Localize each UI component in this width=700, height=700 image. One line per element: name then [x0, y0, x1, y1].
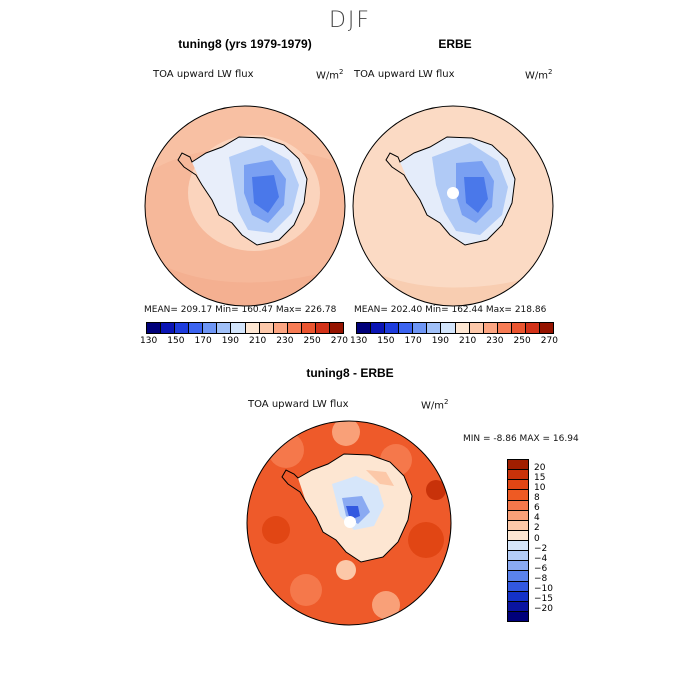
polar-map-model: [144, 105, 346, 307]
colorbar-diff-tick-label: 15: [534, 473, 546, 484]
panel-title-obs: ERBE: [438, 37, 472, 51]
colorbar-diff-tick-label: −20: [534, 603, 553, 614]
colorbar-diff-swatch: [508, 470, 528, 481]
colorbar-model-tick-label: 230: [276, 336, 294, 346]
colorbar-obs-swatch: [497, 323, 512, 333]
colorbar-diff-swatch: [508, 561, 528, 572]
stats-diff: MIN = -8.86 MAX = 16.94: [463, 434, 579, 444]
colorbar-obs-swatch: [525, 323, 541, 333]
colorbar-model-swatch: [217, 323, 232, 333]
colorbar-obs-swatch: [511, 323, 526, 333]
colorbar-model-swatch: [147, 323, 162, 333]
polar-map-obs: [352, 105, 554, 307]
colorbar-diff: [507, 459, 529, 622]
colorbar-obs-swatch: [441, 323, 456, 333]
colorbar-model-swatch: [161, 323, 176, 333]
colorbar-diff-swatch: [508, 571, 528, 582]
colorbar-diff-tick-label: 6: [534, 503, 540, 514]
colorbar-diff-tick-label: 20: [534, 463, 546, 474]
colorbar-diff-tick-label: −10: [534, 583, 553, 594]
colorbar-diff-swatch: [508, 601, 528, 612]
units-label-diff: W/m2: [421, 398, 449, 412]
colorbar-model-swatch: [231, 323, 246, 333]
colorbar-model-swatch: [259, 323, 274, 333]
figure-title: DJF: [328, 8, 372, 33]
colorbar-model-tick-label: 190: [221, 336, 239, 346]
colorbar-model-tick-label: 130: [140, 336, 158, 346]
colorbar-diff-tick-label: −15: [534, 593, 553, 604]
colorbar-model-tick-label: 170: [194, 336, 212, 346]
colorbar-obs-swatch: [357, 323, 372, 333]
panel-title-model: tuning8 (yrs 1979-1979): [178, 37, 312, 51]
colorbar-model-tick-label: 270: [330, 336, 348, 346]
colorbar-obs-tick-label: 250: [513, 336, 531, 346]
colorbar-obs-swatch: [385, 323, 400, 333]
colorbar-obs-tick-label: 150: [377, 336, 395, 346]
colorbar-model-swatch: [175, 323, 190, 333]
colorbar-obs-tick-label: 190: [431, 336, 449, 346]
colorbar-model: [146, 322, 344, 334]
colorbar-diff-swatch: [508, 460, 528, 471]
colorbar-diff-tick-label: −8: [534, 573, 548, 584]
colorbar-obs-swatch: [540, 323, 554, 333]
colorbar-ticks-diff: 20 15 10 8 6 4 2 0 −2 −4 −6 −8 −10 −15 −20: [534, 459, 574, 620]
colorbar-obs-tick-label: 170: [404, 336, 422, 346]
colorbar-diff-tick-label: 8: [534, 493, 540, 504]
colorbar-model-tick-label: 210: [249, 336, 267, 346]
colorbar-ticks-obs: 130 150 170 190 210 230 250 270: [350, 336, 558, 346]
colorbar-diff-swatch: [508, 520, 528, 531]
colorbar-model-swatch: [245, 323, 260, 333]
colorbar-diff-tick-label: 0: [534, 533, 540, 544]
variable-label-diff: TOA upward LW flux: [248, 399, 349, 410]
colorbar-obs: [356, 322, 554, 334]
units-label-model: W/m2: [316, 68, 344, 82]
colorbar-obs-swatch: [371, 323, 386, 333]
colorbar-diff-tick-label: −4: [534, 553, 548, 564]
colorbar-model-tick-label: 250: [303, 336, 321, 346]
colorbar-model-tick-label: 150: [167, 336, 185, 346]
colorbar-diff-swatch: [508, 500, 528, 511]
colorbar-diff-tick-label: −2: [534, 543, 548, 554]
colorbar-obs-swatch: [413, 323, 428, 333]
colorbar-obs-tick-label: 130: [350, 336, 368, 346]
variable-label-model: TOA upward LW flux: [153, 69, 254, 80]
colorbar-obs-swatch: [427, 323, 442, 333]
colorbar-diff-swatch: [508, 510, 528, 521]
variable-label-obs: TOA upward LW flux: [354, 69, 455, 80]
colorbar-diff-swatch: [508, 591, 528, 602]
colorbar-model-swatch: [287, 323, 302, 333]
colorbar-obs-swatch: [469, 323, 484, 333]
colorbar-diff-swatch: [508, 530, 528, 541]
polar-map-diff: [246, 420, 452, 626]
colorbar-obs-swatch: [455, 323, 470, 333]
colorbar-model-swatch: [315, 323, 331, 333]
colorbar-obs-swatch: [483, 323, 498, 333]
colorbar-diff-tick-label: 4: [534, 513, 540, 524]
units-label-obs: W/m2: [525, 68, 553, 82]
stats-obs: MEAN= 202.40 Min= 162.44 Max= 218.86: [354, 305, 547, 315]
colorbar-model-swatch: [330, 323, 344, 333]
colorbar-diff-swatch: [508, 480, 528, 491]
colorbar-diff-tick-label: −6: [534, 563, 548, 574]
colorbar-model-swatch: [301, 323, 316, 333]
colorbar-diff-swatch: [508, 541, 528, 552]
colorbar-diff-tick-label: 2: [534, 523, 540, 534]
panel-title-diff: tuning8 - ERBE: [306, 366, 394, 380]
colorbar-obs-swatch: [399, 323, 414, 333]
colorbar-diff-swatch: [508, 551, 528, 562]
colorbar-model-swatch: [203, 323, 218, 333]
colorbar-model-swatch: [273, 323, 288, 333]
stats-model: MEAN= 209.17 Min= 160.47 Max= 226.78: [144, 305, 337, 315]
colorbar-diff-swatch: [508, 611, 528, 621]
colorbar-ticks-model: 130 150 170 190 210 230 250 270: [140, 336, 348, 346]
colorbar-model-swatch: [189, 323, 204, 333]
colorbar-diff-tick-label: 10: [534, 483, 546, 494]
colorbar-obs-tick-label: 210: [459, 336, 477, 346]
colorbar-diff-swatch: [508, 490, 528, 501]
colorbar-diff-swatch: [508, 581, 528, 592]
colorbar-obs-tick-label: 270: [540, 336, 558, 346]
colorbar-obs-tick-label: 230: [486, 336, 504, 346]
